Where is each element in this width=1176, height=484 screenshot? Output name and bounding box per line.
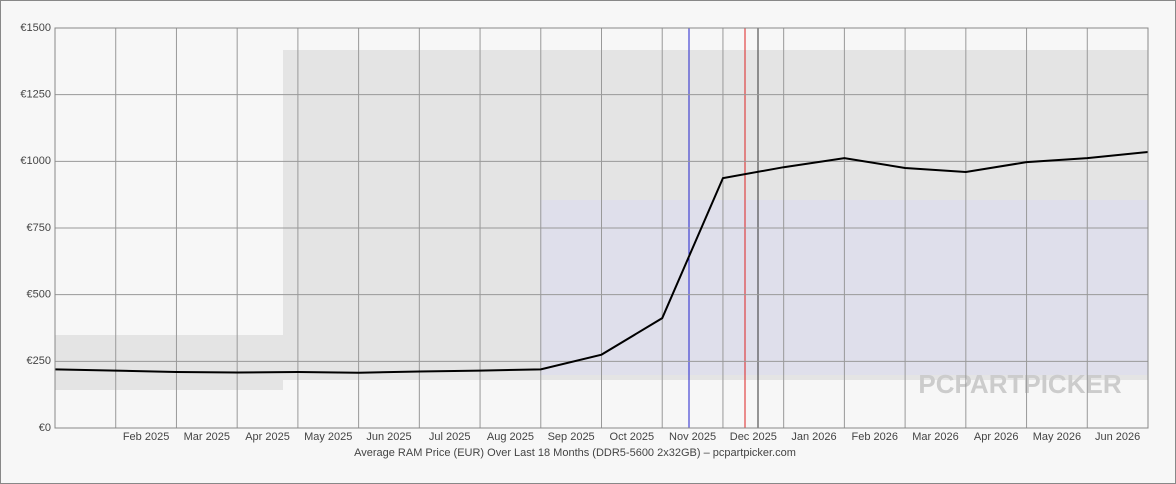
y-tick-label: €250 — [27, 355, 51, 367]
plot-border — [54, 27, 1149, 429]
x-tick-label: Sep 2025 — [548, 431, 595, 443]
x-tick-label: Aug 2025 — [487, 431, 534, 443]
price-line — [54, 151, 1149, 374]
y-tick-label: €1250 — [20, 89, 51, 101]
x-tick-label: Oct 2025 — [610, 431, 655, 443]
watermark: PCPARTPICKER — [918, 369, 1121, 399]
x-tick-label: Apr 2026 — [974, 431, 1019, 443]
y-tick-label: €1000 — [20, 155, 51, 167]
x-tick-label: Jun 2025 — [366, 431, 411, 443]
x-tick-label: Mar 2026 — [912, 431, 958, 443]
y-tick-label: €1500 — [20, 22, 51, 34]
x-tick-label: Nov 2025 — [669, 431, 716, 443]
y-tick-label: €0 — [39, 422, 51, 434]
y-tick-label: €750 — [27, 222, 51, 234]
x-tick-label: Dec 2025 — [730, 431, 777, 443]
x-tick-label: Feb 2026 — [852, 431, 898, 443]
range-band — [55, 335, 283, 390]
x-tick-label: Jun 2026 — [1095, 431, 1140, 443]
x-tick-label: Jan 2026 — [791, 431, 836, 443]
x-tick-label: Feb 2025 — [123, 431, 169, 443]
x-tick-label: Mar 2025 — [184, 431, 230, 443]
x-axis-title: Average RAM Price (EUR) Over Last 18 Mon… — [354, 447, 796, 459]
y-tick-label: €500 — [27, 289, 51, 301]
x-tick-label: Apr 2025 — [245, 431, 290, 443]
x-tick-label: May 2026 — [1033, 431, 1081, 443]
x-tick-label: Jul 2025 — [429, 431, 471, 443]
x-tick-label: May 2025 — [304, 431, 352, 443]
